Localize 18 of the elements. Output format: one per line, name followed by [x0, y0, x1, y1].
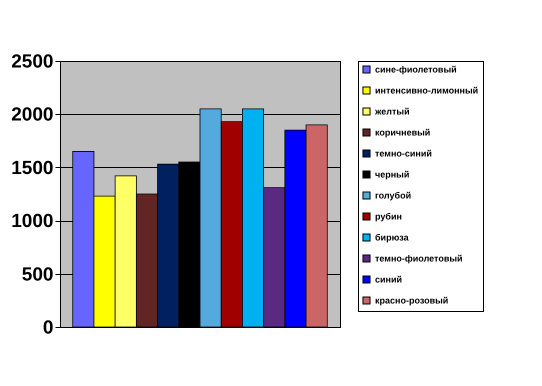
- legend-label: бирюза: [375, 232, 410, 242]
- y-tick-label: 2500: [11, 52, 54, 72]
- legend-label: интенсивно-лимонный: [375, 86, 478, 96]
- legend-label: желтый: [374, 106, 410, 116]
- legend-label: голубой: [375, 190, 412, 200]
- y-tick-label: 1500: [11, 158, 54, 179]
- legend-label: темно-синий: [375, 148, 432, 158]
- y-tick-label: 500: [22, 264, 54, 286]
- y-tick-label: 1000: [11, 211, 54, 232]
- y-tick-label: 2000: [11, 104, 54, 126]
- legend-label: синий: [375, 274, 402, 284]
- y-tick-label: 0: [42, 318, 54, 338]
- legend-label: коричневый: [375, 128, 430, 138]
- legend-label: рубин: [375, 212, 402, 222]
- legend-label: темно-фиолетовый: [375, 254, 463, 264]
- legend-label: сине-фиолетовый: [375, 64, 457, 74]
- legend-label: черный: [375, 170, 410, 180]
- legend-label: красно-розовый: [375, 296, 448, 306]
